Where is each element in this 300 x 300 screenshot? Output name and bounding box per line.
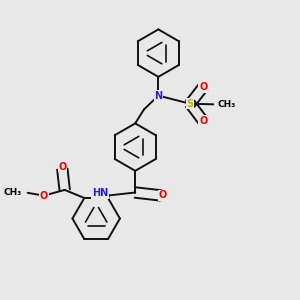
Text: O: O <box>40 191 48 201</box>
Text: O: O <box>58 162 67 172</box>
Text: O: O <box>159 190 167 200</box>
Text: O: O <box>199 116 207 126</box>
Text: HN: HN <box>92 188 108 198</box>
Text: S: S <box>187 99 194 109</box>
Text: N: N <box>154 91 162 100</box>
Text: O: O <box>199 82 207 92</box>
Text: CH₃: CH₃ <box>3 188 21 197</box>
Text: CH₃: CH₃ <box>218 100 236 109</box>
